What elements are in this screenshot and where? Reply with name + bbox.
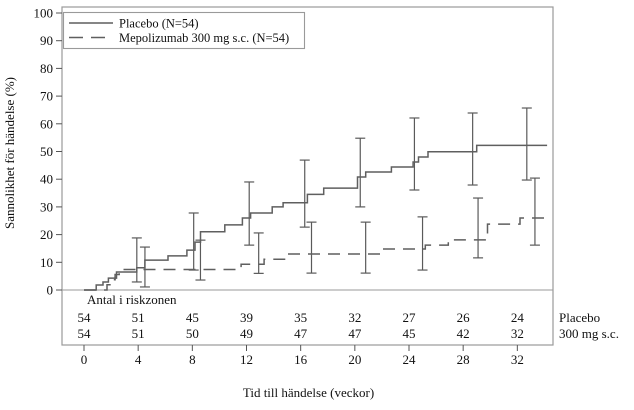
risk-count: 47 bbox=[294, 326, 308, 341]
x-tick-label: 12 bbox=[240, 352, 253, 367]
x-tick-label: 16 bbox=[294, 352, 308, 367]
legend-label: Mepolizumab 300 mg s.c. (N=54) bbox=[119, 31, 289, 45]
risk-count: 32 bbox=[511, 326, 524, 341]
risk-count: 50 bbox=[186, 326, 199, 341]
y-tick-label: 80 bbox=[40, 61, 53, 76]
x-tick-label: 28 bbox=[457, 352, 470, 367]
plot-frame bbox=[61, 6, 554, 346]
risk-count: 27 bbox=[403, 310, 417, 325]
mepolizumab-curve bbox=[84, 217, 548, 291]
risk-count: 54 bbox=[78, 310, 92, 325]
y-tick-label: 100 bbox=[34, 6, 54, 21]
risk-count: 49 bbox=[240, 326, 253, 341]
y-tick-label: 90 bbox=[40, 33, 53, 48]
risk-count: 35 bbox=[294, 310, 307, 325]
y-tick-label: 0 bbox=[47, 283, 54, 298]
risk-count: 51 bbox=[132, 310, 145, 325]
risk-count: 54 bbox=[78, 326, 92, 341]
risk-count: 39 bbox=[240, 310, 253, 325]
x-tick-label: 4 bbox=[135, 352, 142, 367]
x-tick-label: 0 bbox=[81, 352, 88, 367]
risk-table-title: Antal i riskzonen bbox=[87, 292, 177, 307]
y-tick-label: 20 bbox=[40, 227, 53, 242]
legend bbox=[62, 11, 306, 50]
placebo-curve bbox=[84, 144, 548, 291]
y-tick-label: 50 bbox=[40, 144, 53, 159]
risk-count: 42 bbox=[457, 326, 470, 341]
y-tick-label: 30 bbox=[40, 199, 53, 214]
risk-count: 32 bbox=[348, 310, 361, 325]
x-tick-label: 8 bbox=[189, 352, 196, 367]
y-tick-label: 10 bbox=[40, 255, 53, 270]
legend-label: Placebo (N=54) bbox=[119, 17, 199, 31]
legend-box bbox=[62, 11, 306, 50]
risk-count: 26 bbox=[457, 310, 471, 325]
risk-count: 45 bbox=[403, 326, 416, 341]
x-axis-title: Tid till händelse (veckor) bbox=[243, 385, 374, 400]
y-tick-label: 60 bbox=[40, 116, 53, 131]
x-tick-label: 24 bbox=[403, 352, 417, 367]
y-tick-label: 40 bbox=[40, 172, 53, 187]
risk-count: 24 bbox=[511, 310, 525, 325]
risk-count: 47 bbox=[348, 326, 362, 341]
y-tick-label: 70 bbox=[40, 89, 53, 104]
risk-count: 45 bbox=[186, 310, 199, 325]
x-tick-label: 20 bbox=[348, 352, 361, 367]
risk-row-label: Placebo bbox=[559, 310, 600, 325]
risk-count: 51 bbox=[132, 326, 145, 341]
placebo-error-bars bbox=[131, 107, 532, 283]
x-tick-label: 32 bbox=[511, 352, 524, 367]
risk-row-label: 300 mg s.c. bbox=[559, 326, 619, 341]
y-axis-title: Sannolikhet för händelse (%) bbox=[2, 77, 17, 229]
